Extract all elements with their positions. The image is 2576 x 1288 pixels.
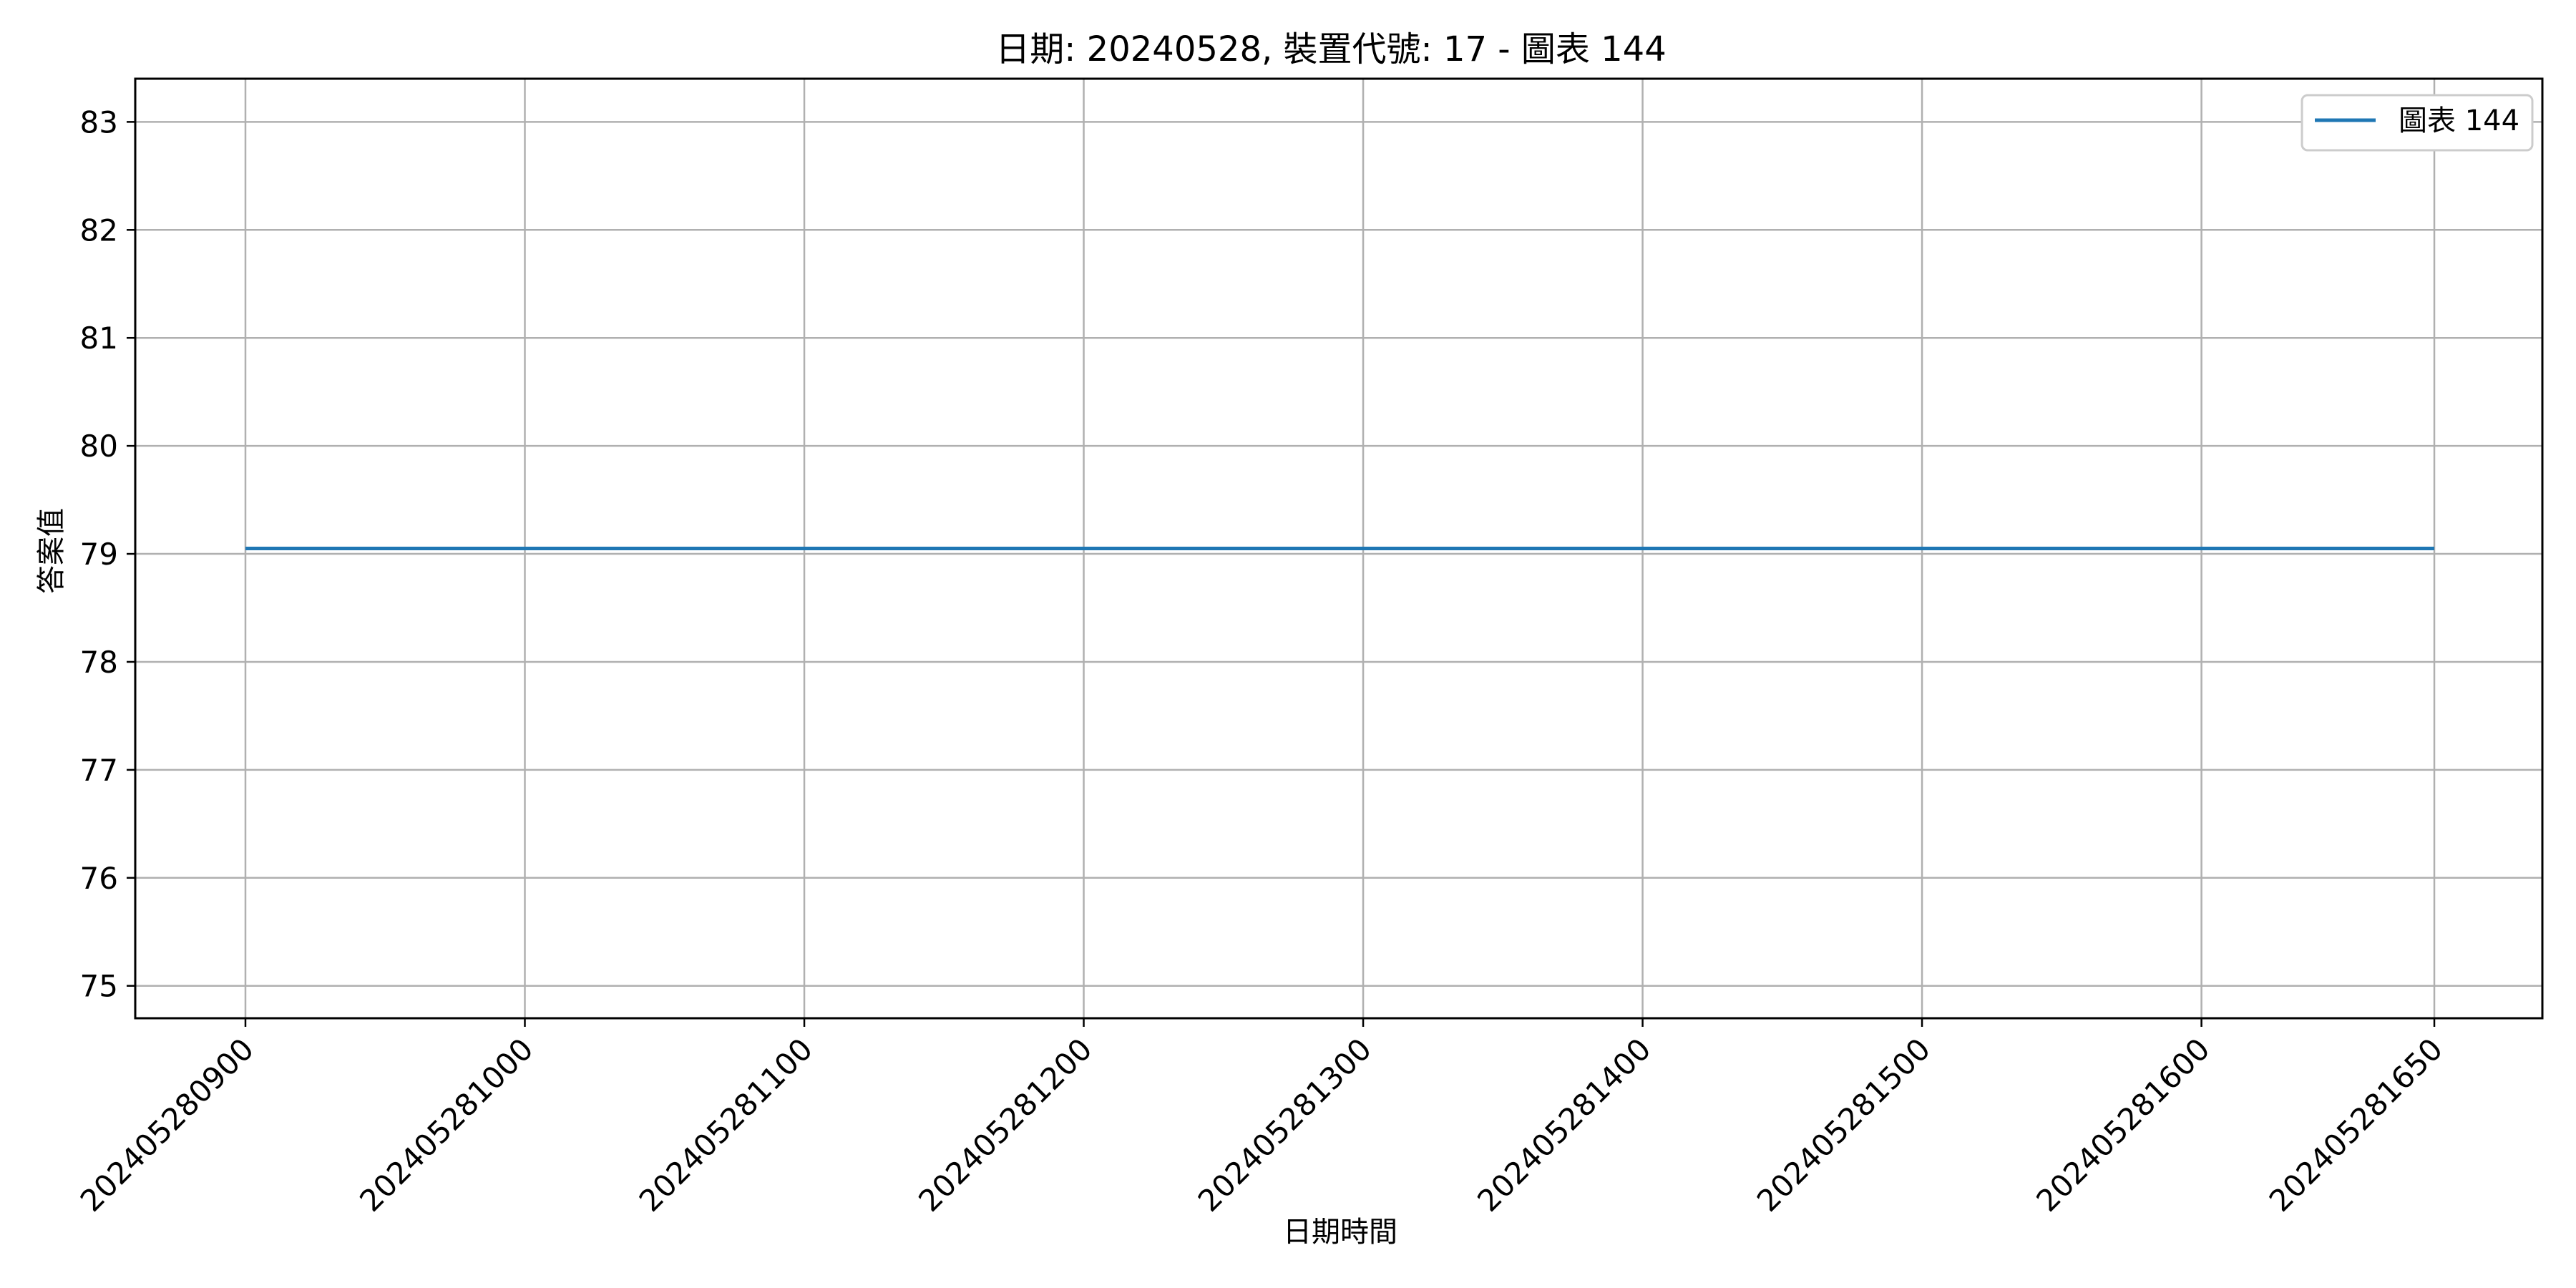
y-tick-label: 80 xyxy=(80,429,118,464)
legend-label: 圖表 144 xyxy=(2399,104,2519,137)
grid xyxy=(135,79,2542,1018)
plot-frame xyxy=(134,77,2544,1020)
y-tick-label: 77 xyxy=(80,753,118,788)
chart-title: 日期: 20240528, 裝置代號: 17 - 圖表 144 xyxy=(995,29,1666,69)
y-tick-label: 79 xyxy=(80,537,118,572)
y-tick-label: 81 xyxy=(80,321,118,356)
y-axis-title: 答案值 xyxy=(35,508,68,594)
y-tick-label: 78 xyxy=(80,645,118,680)
y-tick-label: 75 xyxy=(80,969,118,1004)
y-tick-label: 76 xyxy=(80,861,118,896)
legend-box xyxy=(2301,94,2534,152)
y-tick-label: 82 xyxy=(80,213,118,248)
x-axis-title: 日期時間 xyxy=(1283,1216,1397,1249)
y-tick-label: 83 xyxy=(80,104,118,140)
legend: 圖表 144 xyxy=(2301,94,2534,152)
